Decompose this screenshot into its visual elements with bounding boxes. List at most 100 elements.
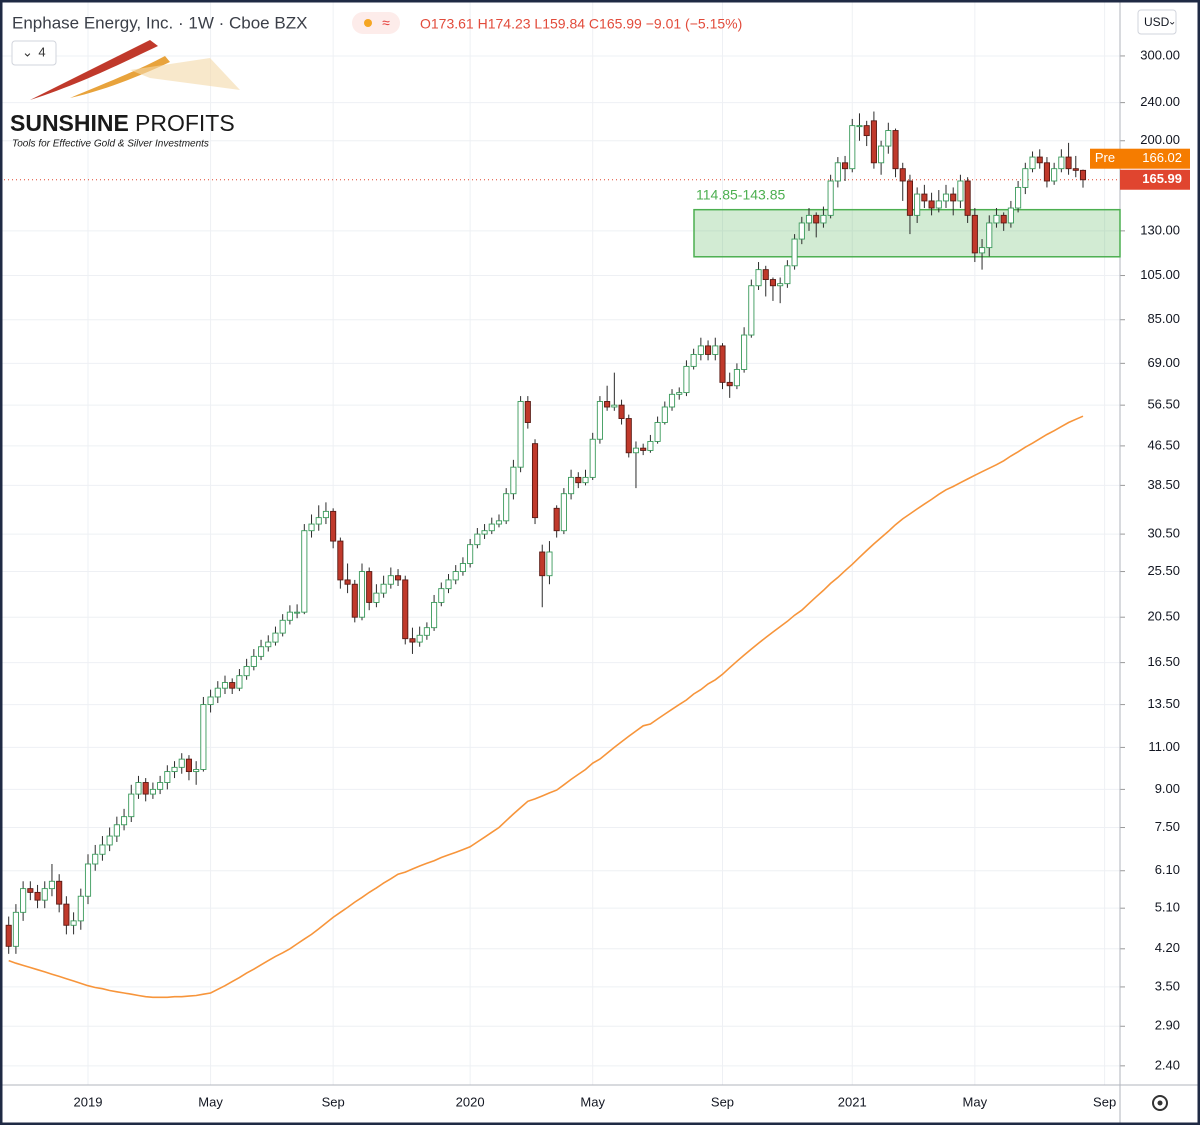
- candle-body: [942, 193, 950, 202]
- y-tick-label: 200.00: [1140, 132, 1180, 147]
- candle-body: [964, 180, 971, 216]
- candle-body: [661, 406, 668, 423]
- y-tick-label: 30.50: [1147, 526, 1180, 541]
- candle-body: [762, 269, 769, 281]
- candle-body: [1051, 168, 1058, 182]
- candle-body: [697, 345, 704, 355]
- gear-center: [1157, 1100, 1163, 1106]
- candle-body: [229, 682, 236, 689]
- candle-body: [971, 214, 978, 254]
- status-icon: ≈: [382, 15, 390, 31]
- candle-body: [106, 835, 113, 846]
- logo-tagline: Tools for Effective Gold & Silver Invest…: [12, 139, 209, 150]
- chevron: ⌄: [22, 44, 33, 59]
- y-tick-label: 9.00: [1155, 781, 1180, 796]
- candle-body: [914, 193, 921, 216]
- candle-body: [171, 766, 178, 773]
- candle-body: [589, 438, 596, 478]
- candle-body: [387, 575, 394, 585]
- x-tick-label: 2021: [838, 1094, 867, 1109]
- candle-body: [647, 440, 654, 451]
- candle-body: [41, 888, 48, 901]
- x-tick-label: Sep: [322, 1094, 345, 1109]
- candle-body: [258, 646, 265, 657]
- candle-body: [777, 283, 784, 287]
- y-tick-label: 25.50: [1147, 563, 1180, 578]
- candle-body: [885, 130, 892, 147]
- x-tick-label: May: [963, 1094, 988, 1109]
- candle-body: [416, 634, 423, 643]
- candle-body: [1015, 186, 1022, 209]
- candle-body: [1036, 156, 1043, 164]
- y-tick-label: 3.50: [1155, 978, 1180, 993]
- indicator-toggle[interactable]: ⌄ 4: [11, 40, 57, 66]
- candle-body: [618, 404, 625, 419]
- chart-title: Enphase Energy, Inc. · 1W · Cboe BZX: [12, 13, 307, 32]
- candle-body: [870, 120, 877, 164]
- candle-body: [84, 863, 92, 897]
- status-pill: [352, 12, 400, 34]
- candle-body: [445, 579, 452, 590]
- candle-body: [330, 510, 337, 542]
- x-tick-label: Sep: [711, 1094, 734, 1109]
- candle-body: [128, 793, 135, 818]
- candle-body: [784, 265, 791, 285]
- candle-body: [481, 530, 488, 535]
- candle-body: [856, 125, 863, 128]
- candle-body: [769, 279, 777, 287]
- candle-body: [279, 619, 286, 634]
- y-tick-label: 6.10: [1155, 862, 1180, 877]
- candle-body: [712, 345, 719, 355]
- candle-body: [820, 214, 827, 224]
- candle-body: [459, 563, 466, 573]
- candle-body: [351, 583, 358, 618]
- candle-body: [315, 517, 322, 525]
- x-tick-label: Sep: [1093, 1094, 1116, 1109]
- y-tick-label: 56.50: [1147, 397, 1180, 412]
- moving-average-line: [8, 415, 1084, 999]
- candle-body: [791, 238, 798, 267]
- candle-body: [77, 895, 84, 922]
- candle-body: [842, 162, 849, 170]
- currency-box[interactable]: [1137, 9, 1177, 35]
- candle-body: [849, 125, 856, 170]
- candle-body: [1043, 162, 1050, 182]
- candle-body: [394, 575, 402, 581]
- candle-body: [503, 493, 510, 522]
- candle-body: [683, 365, 690, 394]
- candle-body: [524, 401, 531, 423]
- status-icons: ≈: [352, 12, 400, 34]
- candle-body: [1058, 156, 1065, 170]
- candle-body: [993, 214, 1000, 224]
- pre-tag: [1090, 148, 1120, 169]
- candle-body: [431, 601, 438, 629]
- candle-body: [1079, 169, 1087, 181]
- currency-selector[interactable]: USD ⌄: [1137, 9, 1177, 35]
- currency-label: USD: [1144, 15, 1170, 29]
- y-tick-label: 130.00: [1140, 222, 1180, 237]
- candle-body: [726, 381, 733, 387]
- x-tick-label: May: [198, 1094, 223, 1109]
- indicator-box[interactable]: [11, 40, 57, 66]
- candle-body: [27, 888, 34, 893]
- candle-body: [373, 592, 380, 603]
- gear-icon[interactable]: [1152, 1095, 1168, 1111]
- logo-ray: [130, 58, 240, 90]
- candle-body: [719, 345, 726, 383]
- pre-price-label: 166.02: [1142, 150, 1182, 165]
- candle-body: [899, 168, 906, 182]
- candle-body: [611, 404, 618, 408]
- candle-body: [344, 579, 351, 585]
- candle-body: [1029, 156, 1036, 170]
- settings-button[interactable]: [1152, 1095, 1168, 1111]
- candle-body: [5, 924, 12, 947]
- candle-body: [517, 401, 524, 468]
- candle-body: [640, 447, 647, 451]
- last-price-tag: [1120, 169, 1190, 190]
- candle-body: [805, 214, 813, 224]
- candle-body: [755, 269, 762, 287]
- candle-body: [668, 393, 676, 408]
- x-tick-label: May: [580, 1094, 605, 1109]
